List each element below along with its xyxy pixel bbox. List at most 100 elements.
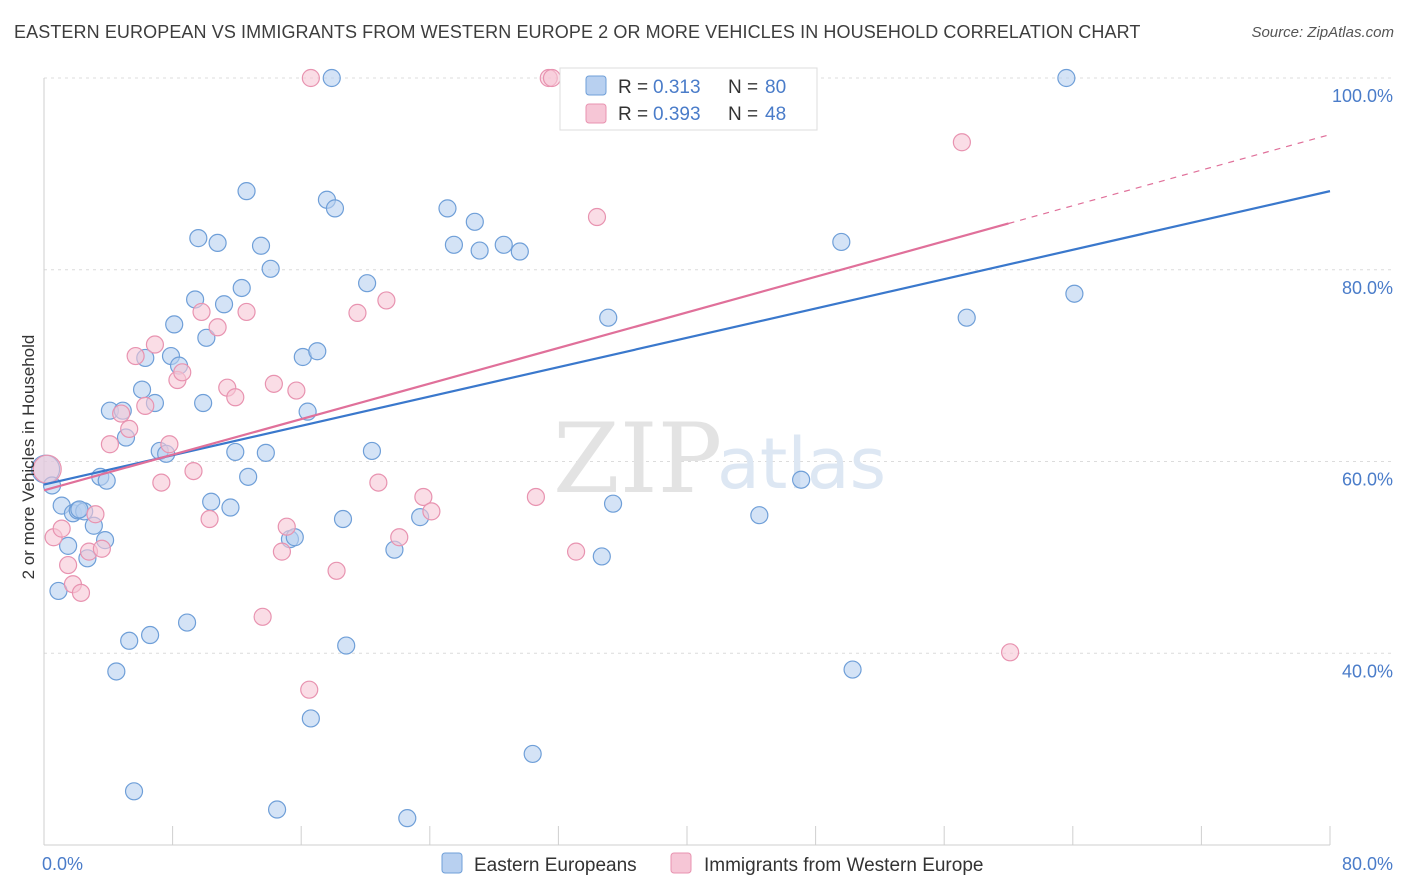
watermark-atlas: atlas xyxy=(717,423,886,505)
legend-n-label-1: N = xyxy=(728,104,758,125)
point-eastern-europeans xyxy=(177,613,197,632)
point-eastern-europeans xyxy=(599,308,618,327)
point-eastern-europeans xyxy=(832,232,851,252)
point-eastern-europeans xyxy=(165,315,184,334)
point-western-europe xyxy=(100,435,120,454)
bottom-legend-swatch-western-europe xyxy=(670,852,692,874)
point-eastern-europeans xyxy=(237,182,256,201)
point-eastern-europeans xyxy=(603,494,623,513)
point-western-europe xyxy=(587,207,607,227)
point-eastern-europeans xyxy=(221,498,240,517)
bottom-legend-western-europe: Immigrants from Western Europe xyxy=(704,855,983,876)
point-eastern-europeans xyxy=(358,274,377,293)
point-western-europe xyxy=(264,374,283,393)
legend: R = 0.313 N = 80 R = 0.393 N = 48 xyxy=(559,67,818,131)
legend-n-label-0: N = xyxy=(728,77,758,98)
legend-r-label-1: R = xyxy=(618,104,648,125)
point-eastern-europeans xyxy=(256,443,275,462)
point-western-europe xyxy=(301,68,320,88)
point-eastern-europeans xyxy=(308,342,327,361)
point-western-europe xyxy=(277,517,296,536)
point-western-europe xyxy=(422,502,441,521)
data-points xyxy=(31,68,1084,828)
point-western-europe xyxy=(173,363,192,382)
point-western-europe xyxy=(126,346,145,366)
point-eastern-europeans xyxy=(438,199,457,218)
point-western-europe xyxy=(160,435,179,454)
legend-r-value-1: 0.393 xyxy=(653,104,701,125)
point-western-europe xyxy=(1001,643,1020,662)
point-western-europe xyxy=(120,419,139,439)
trend-line-western-europe-extension xyxy=(1008,133,1331,225)
point-eastern-europeans xyxy=(232,278,251,298)
point-western-europe xyxy=(566,542,586,561)
source-credit: Source: ZipAtlas.com xyxy=(1251,24,1394,41)
point-western-europe xyxy=(208,318,227,337)
point-eastern-europeans xyxy=(59,536,78,555)
y-axis-tick-labels: 40.0% 60.0% 80.0% 100.0% xyxy=(1332,86,1393,681)
point-eastern-europeans xyxy=(510,242,529,261)
legend-n-value-0: 80 xyxy=(765,77,786,98)
point-eastern-europeans xyxy=(261,259,280,278)
point-western-europe xyxy=(192,302,211,322)
point-western-europe xyxy=(348,303,367,322)
point-western-europe xyxy=(59,555,78,575)
point-eastern-europeans xyxy=(465,212,484,231)
point-western-europe xyxy=(369,473,388,492)
point-western-europe xyxy=(526,487,545,507)
point-eastern-europeans xyxy=(1065,284,1084,303)
point-western-europe xyxy=(272,542,292,561)
point-eastern-europeans xyxy=(301,709,320,728)
point-eastern-europeans xyxy=(843,660,862,679)
point-eastern-europeans xyxy=(132,380,152,399)
point-western-europe xyxy=(237,302,256,322)
legend-swatch-western-europe xyxy=(585,103,607,124)
point-western-europe xyxy=(145,335,165,354)
point-eastern-europeans xyxy=(957,308,976,327)
x-tick-label-max: 80.0% xyxy=(1342,854,1393,874)
point-eastern-europeans xyxy=(444,235,464,254)
point-western-europe xyxy=(300,680,319,699)
point-western-europe xyxy=(287,381,306,400)
point-eastern-europeans xyxy=(208,233,227,253)
point-eastern-europeans xyxy=(194,393,213,413)
point-eastern-europeans xyxy=(140,625,160,645)
bottom-legend: Eastern Europeans Immigrants from Wester… xyxy=(441,852,983,876)
point-eastern-europeans xyxy=(592,547,611,566)
point-eastern-europeans xyxy=(197,328,216,347)
bottom-legend-eastern-europeans: Eastern Europeans xyxy=(474,855,637,876)
point-eastern-europeans xyxy=(124,782,144,801)
point-eastern-europeans xyxy=(523,744,542,764)
point-western-europe xyxy=(390,528,409,547)
chart-title: EASTERN EUROPEAN VS IMMIGRANTS FROM WEST… xyxy=(14,22,1141,42)
y-tick-label: 100.0% xyxy=(1332,86,1393,106)
point-western-europe xyxy=(542,68,562,88)
gridlines xyxy=(44,77,1393,654)
point-eastern-europeans xyxy=(792,470,811,489)
point-eastern-europeans xyxy=(494,235,513,254)
bottom-legend-swatch-eastern-europeans xyxy=(441,852,463,874)
point-western-europe xyxy=(112,404,131,423)
trend-lines xyxy=(43,133,1331,492)
legend-n-value-1: 48 xyxy=(765,104,786,125)
point-western-europe xyxy=(253,607,272,626)
point-eastern-europeans xyxy=(362,441,382,461)
y-tick-label: 40.0% xyxy=(1342,661,1393,681)
point-eastern-europeans xyxy=(322,68,341,88)
watermark-zip: ZIP xyxy=(553,403,722,515)
point-western-europe xyxy=(377,291,396,310)
point-western-europe xyxy=(136,396,155,415)
point-western-europe xyxy=(226,388,245,407)
point-eastern-europeans xyxy=(226,442,245,462)
watermark: ZIP atlas xyxy=(553,403,886,515)
point-eastern-europeans xyxy=(202,492,221,511)
point-eastern-europeans xyxy=(337,636,356,655)
point-eastern-europeans xyxy=(251,236,271,255)
point-eastern-europeans xyxy=(750,506,769,525)
point-western-europe xyxy=(327,561,346,580)
x-axis-ticks xyxy=(172,826,1331,845)
legend-r-value-0: 0.313 xyxy=(653,77,701,98)
point-western-europe xyxy=(52,519,71,538)
point-western-europe xyxy=(414,487,433,507)
point-eastern-europeans xyxy=(325,199,345,218)
